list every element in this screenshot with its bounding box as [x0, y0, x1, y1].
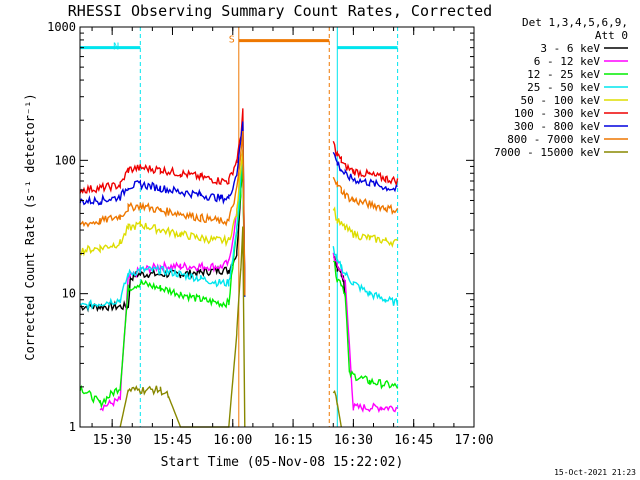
x-tick-label-1: 15:45: [153, 433, 192, 448]
axes: 1 10 100 1000 15:30 15:45 16:00 16:15 16:30 16:45…: [47, 20, 493, 448]
series-5-a: [79, 108, 246, 294]
legend-label-2: 12 - 25 keV: [527, 68, 600, 81]
legend-header-0: Det 1,3,4,5,6,9,: [522, 16, 628, 29]
series-4-a: [79, 149, 246, 293]
series-8-b: [332, 390, 342, 428]
plot-frame: [79, 26, 475, 428]
band-label-night: N: [113, 42, 119, 53]
series-7-a: [79, 130, 246, 296]
y-tick-label-2: 100: [54, 153, 76, 167]
series-3-a: [79, 152, 246, 312]
x-tick-label-3: 16:15: [274, 433, 313, 448]
plot-area: NS: [79, 27, 399, 428]
series-2-b: [333, 260, 399, 390]
band-label-saa: S: [229, 35, 235, 46]
series-0-b: [333, 256, 346, 298]
y-axis-label: Corrected Count Rate (s⁻¹ detector⁻¹): [23, 93, 37, 360]
series-1-b: [332, 252, 398, 414]
legend-label-6: 300 - 800 keV: [514, 120, 600, 133]
chart-title: RHESSI Observing Summary Count Rates, Co…: [68, 2, 492, 20]
legend-label-7: 800 - 7000 keV: [507, 133, 600, 146]
x-tick-label-6: 17:00: [454, 433, 493, 448]
datestamp: 15-Oct-2021 21:23: [554, 468, 636, 477]
legend-label-0: 3 - 6 keV: [540, 42, 600, 55]
legend-label-5: 100 - 300 keV: [514, 107, 600, 120]
series-3-b: [332, 246, 399, 306]
x-tick-label-0: 15:30: [93, 433, 132, 448]
legend-label-1: 6 - 12 keV: [534, 55, 601, 68]
legend-header-1: Att 0: [595, 29, 628, 42]
series-5-b: [332, 140, 399, 187]
series-2-a: [79, 165, 246, 409]
series-6-b: [332, 151, 398, 193]
series-6-a: [79, 121, 246, 297]
legend-label-3: 25 - 50 keV: [527, 81, 600, 94]
y-tick-label-3: 1000: [47, 20, 76, 34]
y-tick-label-0: 1: [69, 420, 76, 434]
x-axis-label: Start Time (05-Nov-08 15:22:02): [161, 455, 404, 470]
legend-label-8: 7000 - 15000 keV: [494, 146, 600, 159]
series-4-b: [332, 206, 399, 248]
x-tick-label-2: 16:00: [213, 433, 252, 448]
x-tick-label-4: 16:30: [334, 433, 373, 448]
x-tick-label-5: 16:45: [394, 433, 433, 448]
y-tick-label-1: 10: [62, 287, 76, 301]
series-7-b: [332, 176, 399, 216]
legend-label-4: 50 - 100 keV: [521, 94, 601, 107]
